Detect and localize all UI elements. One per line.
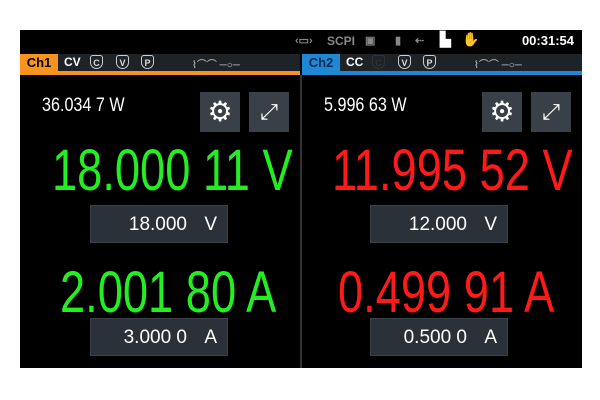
instrument-screen: ‹▭› SCPI ▣ ▮ ⇠ ▙ ✋ 00:31:54 Ch1 CV C V P… xyxy=(20,30,582,368)
screenshot-icon: ▣ xyxy=(365,35,376,47)
voltage-set-value: 12.000 xyxy=(408,214,467,235)
voltage-set-value: 18.000 xyxy=(128,214,187,235)
ovp-icon: V xyxy=(398,55,411,69)
mode-indicator: CV xyxy=(64,55,81,69)
settings-button[interactable]: ⚙ xyxy=(482,92,522,132)
remote-icon: ✋ xyxy=(462,31,480,47)
mode-indicator: CC xyxy=(346,55,364,69)
voltage-unit: V xyxy=(484,214,497,235)
current-unit: A xyxy=(204,327,217,348)
ocp-icon: C xyxy=(372,55,385,69)
expand-icon: ⤢ xyxy=(260,99,278,124)
tab-ch1[interactable]: Ch1 xyxy=(20,54,58,71)
interface-icon: ‹▭› xyxy=(295,35,313,47)
voltage-setpoint[interactable]: 12.000 V xyxy=(370,205,508,243)
usb-stick-icon: ▮ xyxy=(395,35,402,47)
status-bar: ‹▭› SCPI ▣ ▮ ⇠ ▙ ✋ 00:31:54 xyxy=(20,30,582,52)
power-readout: 36.034 7 W xyxy=(42,95,125,116)
opp-icon: P xyxy=(141,55,154,69)
settings-button[interactable]: ⚙ xyxy=(200,92,240,132)
current-set-value: 0.500 0 xyxy=(403,327,467,348)
gear-icon: ⚙ xyxy=(489,96,515,127)
divider xyxy=(300,75,302,368)
trace-icon: ⌇⌒⌒ ─○─ xyxy=(474,60,522,71)
current-readout: 2.001 80 A xyxy=(60,260,277,325)
current-unit: A xyxy=(484,327,497,348)
gear-icon: ⚙ xyxy=(207,96,233,127)
current-setpoint[interactable]: 3.000 0 A xyxy=(90,318,228,356)
expand-button[interactable]: ⤢ xyxy=(249,92,289,132)
clock: 00:31:54 xyxy=(521,33,574,48)
lan-icon: ▙ xyxy=(440,31,451,47)
current-readout: 0.499 91 A xyxy=(338,260,555,325)
voltage-setpoint[interactable]: 18.000 V xyxy=(90,205,228,243)
ovp-icon: V xyxy=(116,55,129,69)
expand-icon: ⤢ xyxy=(542,99,560,124)
channel-1-panel: Ch1 CV C V P ⌇⌒⌒ ─○─ 36.034 7 W ⚙ ⤢ 18.0… xyxy=(20,52,300,368)
power-readout: 5.996 63 W xyxy=(324,95,407,116)
voltage-readout: 18.000 11 V xyxy=(52,138,293,203)
ocp-icon: C xyxy=(90,55,103,69)
tab-ch2[interactable]: Ch2 xyxy=(302,54,340,71)
current-set-value: 3.000 0 xyxy=(123,327,187,348)
scpi-indicator: SCPI xyxy=(327,34,356,48)
trace-icon: ⌇⌒⌒ ─○─ xyxy=(192,60,240,71)
voltage-unit: V xyxy=(204,214,217,235)
opp-icon: P xyxy=(423,55,436,69)
voltage-readout: 11.995 52 V xyxy=(332,138,573,203)
channel-2-panel: Ch2 CC C V P ⌇⌒⌒ ─○─ 5.996 63 W ⚙ ⤢ 11.9… xyxy=(302,52,582,368)
expand-button[interactable]: ⤢ xyxy=(531,92,571,132)
current-setpoint[interactable]: 0.500 0 A xyxy=(370,318,508,356)
usb-icon: ⇠ xyxy=(415,35,425,47)
